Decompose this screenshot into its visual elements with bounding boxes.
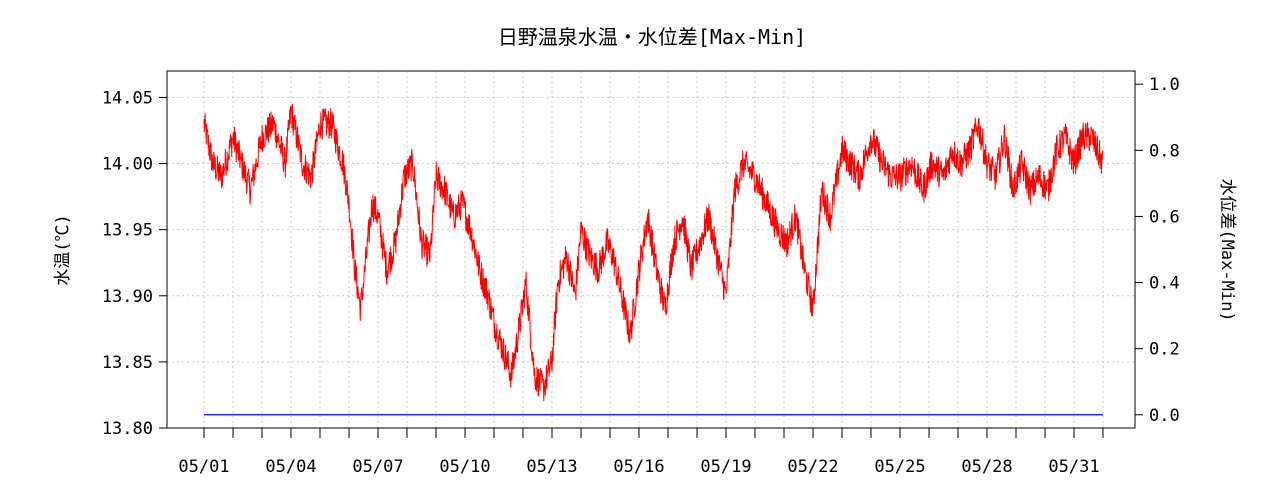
left-tick-label: 13.95: [102, 221, 153, 241]
x-tick-label: 05/22: [787, 457, 838, 477]
left-tick-label: 13.90: [102, 287, 153, 307]
x-tick-label: 05/28: [961, 457, 1012, 477]
x-tick-label: 05/07: [352, 457, 403, 477]
left-tick-label: 13.80: [102, 419, 153, 439]
right-tick-label: 0.6: [1149, 207, 1180, 227]
x-tick-label: 05/10: [439, 457, 490, 477]
x-tick-label: 05/13: [526, 457, 577, 477]
grid-lines: [167, 71, 1135, 429]
right-tick-label: 0.8: [1149, 141, 1180, 161]
series-layer: [203, 104, 1104, 416]
water-temperature-line: [203, 104, 1104, 402]
axes: 05/01 05/04 05/07 05/10 05/13 05/16 05/19 05/22…: [102, 75, 1180, 477]
x-tick-label: 05/25: [874, 457, 925, 477]
x-tick-label: 05/16: [613, 457, 664, 477]
left-tick-label: 14.00: [102, 155, 153, 175]
left-tick-label: 14.05: [102, 88, 153, 108]
plot-frame: [166, 70, 1136, 429]
x-tick-label: 05/31: [1048, 457, 1099, 477]
chart-title: 日野温泉水温・水位差[Max-Min]: [498, 25, 806, 49]
left-axis-label: 水温(℃): [53, 214, 73, 285]
x-tick-label: 05/04: [265, 457, 316, 477]
right-tick-label: 0.2: [1149, 340, 1180, 360]
right-tick-label: 1.0: [1149, 75, 1180, 95]
right-axis-label: 水位差(Max-Min): [1217, 178, 1237, 321]
x-tick-label: 05/19: [700, 457, 751, 477]
right-tick-label: 0.0: [1149, 406, 1180, 426]
x-tick-label: 05/01: [178, 457, 229, 477]
right-tick-label: 0.4: [1149, 274, 1180, 294]
left-tick-label: 13.85: [102, 353, 153, 373]
